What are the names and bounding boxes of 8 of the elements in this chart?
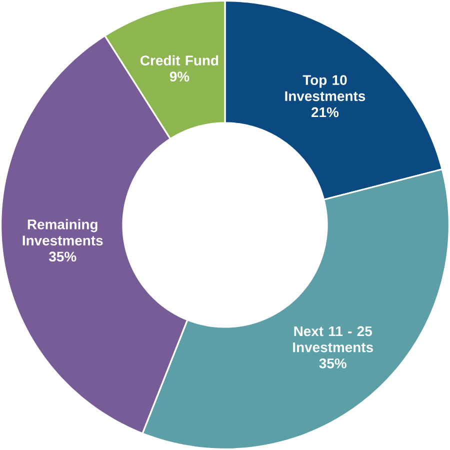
slice-label: Remaining Investments	[22, 219, 103, 246]
data-label: 35%	[48, 252, 76, 262]
slice-label: Next 11 - 25 Investments	[293, 326, 373, 352]
data-label: 21%	[312, 107, 339, 118]
data-label: 35%	[319, 358, 346, 368]
slice-label: Top 10 Investments	[285, 75, 366, 102]
data-label: 9%	[170, 72, 190, 82]
slice-label: Credit Fund	[140, 55, 218, 66]
